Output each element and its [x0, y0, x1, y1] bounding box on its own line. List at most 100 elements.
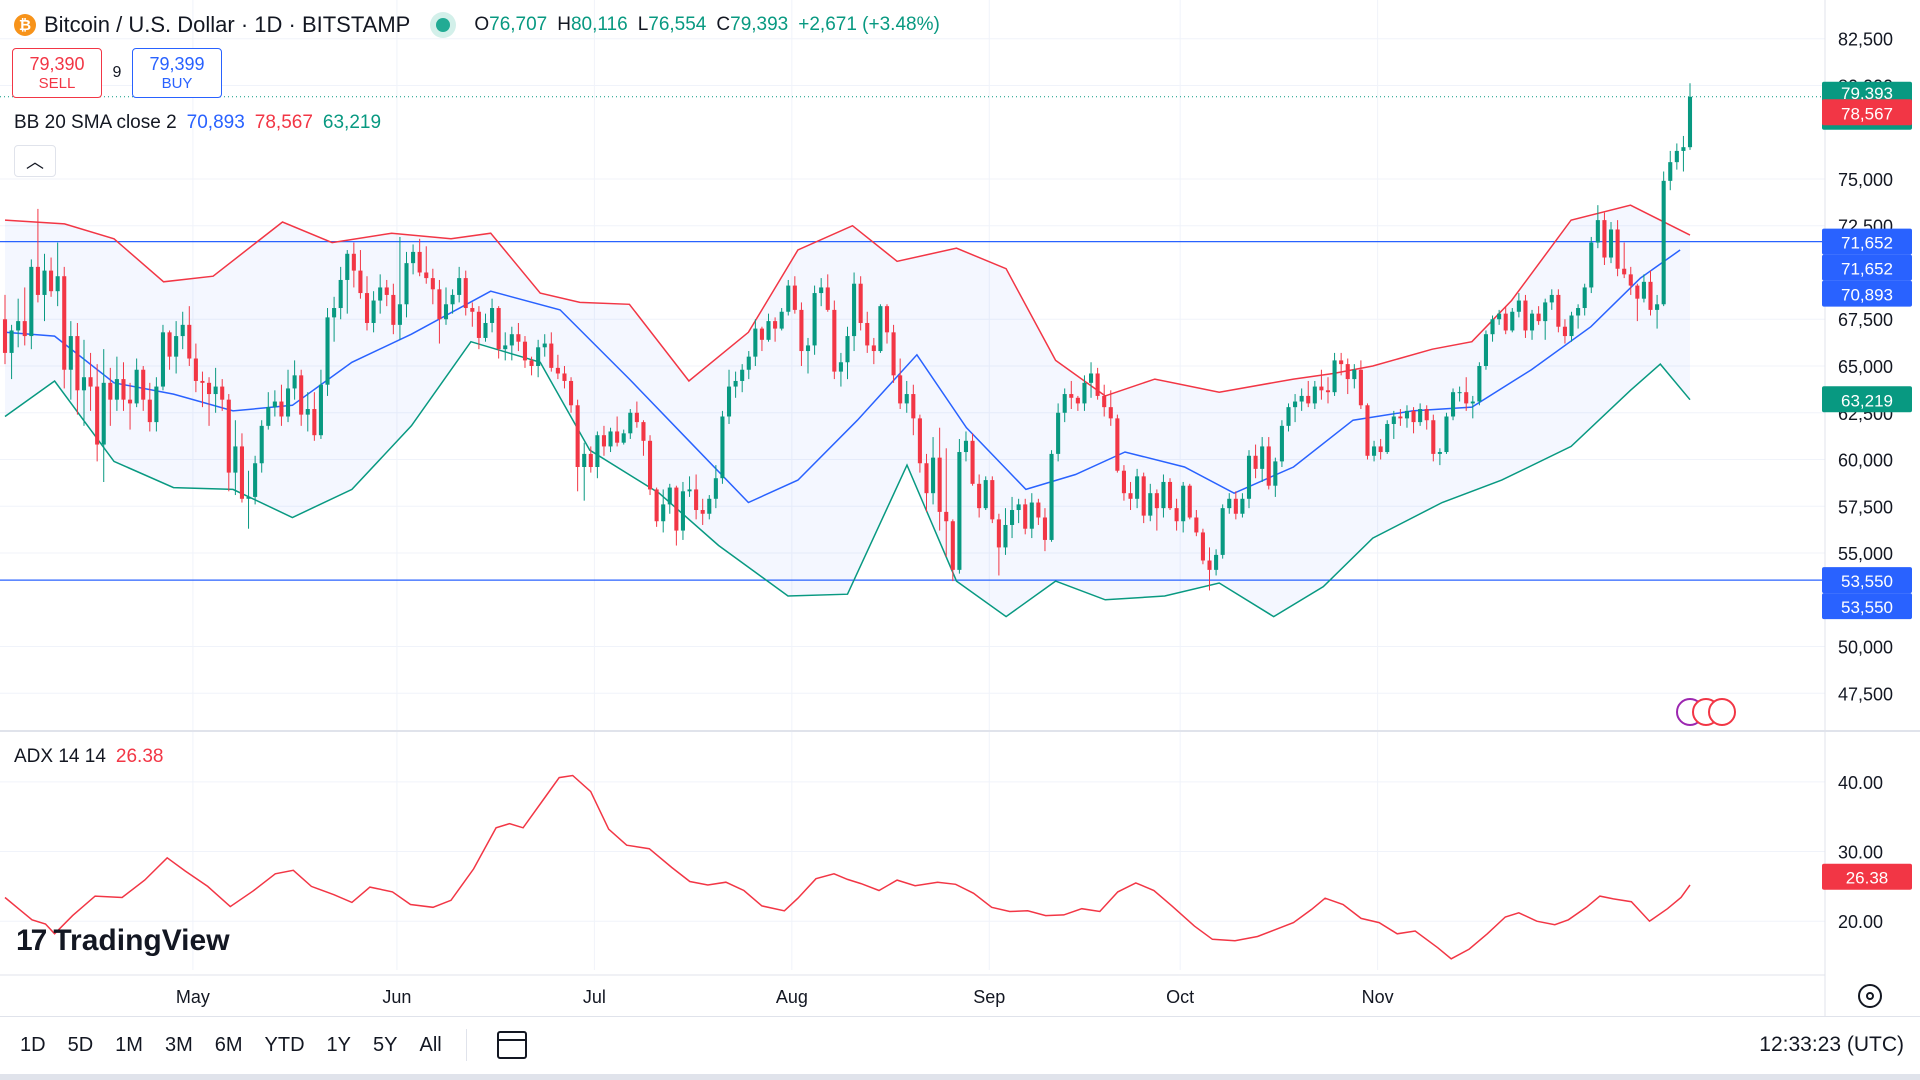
candle [1516, 293, 1521, 318]
candle-body [180, 324, 185, 337]
candle-body [1628, 274, 1633, 286]
candle-body [332, 308, 337, 318]
candle-body [1016, 504, 1021, 511]
candle-body [1332, 360, 1337, 393]
candle [1246, 450, 1252, 509]
candle-body [865, 322, 870, 346]
symbol-title[interactable]: Bitcoin / U.S. Dollar · 1D · BITSTAMP [44, 12, 411, 37]
candle [259, 420, 264, 473]
candle-body [759, 328, 764, 340]
candle [285, 369, 291, 423]
candle [299, 369, 304, 426]
candle-body [700, 510, 705, 514]
candle-body [1121, 470, 1126, 494]
utc-clock[interactable]: 12:33:23 (UTC) [1759, 1033, 1904, 1056]
last-price-tag: 79,393 [1841, 84, 1893, 103]
candle [1437, 448, 1442, 466]
toolbar-divider [465, 1029, 467, 1061]
candle-body [1444, 416, 1449, 453]
events-icon[interactable] [1676, 698, 1736, 726]
candle [569, 377, 574, 413]
month-tick-label: Nov [1362, 987, 1394, 1007]
candle-body [1437, 452, 1442, 454]
candle [1036, 498, 1041, 525]
candle-body [1266, 446, 1271, 486]
calendar-icon[interactable] [496, 1031, 527, 1059]
candle-body [22, 321, 27, 337]
candle-body [509, 334, 514, 346]
sell-button[interactable]: 79,390 SELL [12, 48, 102, 98]
candle [503, 332, 508, 361]
range-button-1y[interactable]: 1Y [326, 1033, 352, 1056]
candle [55, 242, 60, 307]
settings-gear-icon[interactable] [1858, 984, 1882, 1008]
range-button-ytd[interactable]: YTD [264, 1033, 305, 1056]
candle-body [35, 266, 40, 295]
candle [1365, 403, 1370, 460]
candle-body [233, 446, 238, 473]
candle [608, 427, 613, 453]
candle [1181, 481, 1186, 533]
candle [891, 324, 896, 383]
candle [582, 442, 587, 501]
candle-body [187, 324, 192, 359]
range-button-1m[interactable]: 1M [115, 1033, 143, 1056]
candle-body [378, 287, 383, 301]
candle-body [641, 422, 646, 441]
candle [384, 279, 389, 307]
adx-legend[interactable]: ADX 14 14 26.38 [14, 746, 164, 767]
range-button-all[interactable]: All [419, 1033, 442, 1056]
candle [536, 339, 541, 378]
candle-body [430, 278, 435, 290]
candle [279, 384, 284, 426]
candle-body [805, 345, 811, 352]
candle [753, 319, 758, 366]
candle-body [608, 431, 613, 447]
range-button-5d[interactable]: 5D [67, 1033, 94, 1056]
collapse-legend-button[interactable]: ︿ [14, 145, 56, 177]
candle-body [582, 453, 587, 467]
candle-body [911, 394, 916, 419]
candle [1108, 390, 1113, 426]
range-button-3m[interactable]: 3M [164, 1033, 193, 1056]
candle [832, 300, 837, 380]
buy-button[interactable]: 79,399 BUY [132, 48, 222, 98]
candle [1391, 410, 1396, 439]
bb-legend[interactable]: BB 20 SMA close 2 70,893 78,567 63,219 [14, 112, 382, 133]
candle-body [213, 386, 218, 395]
candle [542, 334, 547, 357]
candle-body [779, 311, 784, 329]
candle [667, 483, 672, 514]
candle-body [1240, 498, 1245, 514]
price-tick-label: 55,000 [1838, 544, 1893, 564]
tradingview-logo-icon: 17 [16, 924, 47, 957]
candle [1253, 444, 1258, 479]
chart-header: ₿ Bitcoin / U.S. Dollar · 1D · BITSTAMP … [0, 8, 940, 42]
candle [1510, 308, 1515, 333]
candle-body [200, 380, 205, 383]
range-button-1d[interactable]: 1D [20, 1033, 46, 1056]
candle-body [766, 321, 771, 340]
candle [1549, 289, 1554, 310]
range-button-5y[interactable]: 5Y [373, 1033, 398, 1056]
candle [700, 498, 705, 525]
candle-body [338, 279, 343, 309]
candle-body [1148, 493, 1153, 516]
candle-body [397, 304, 402, 325]
candle [1464, 377, 1469, 411]
candle [628, 409, 633, 439]
candle [193, 343, 198, 393]
candle-body [1042, 517, 1048, 540]
candle [1023, 498, 1028, 535]
candle [1010, 496, 1015, 539]
price-tick-label: 60,000 [1838, 451, 1893, 471]
bollinger-bands [4, 204, 1691, 618]
range-button-6m[interactable]: 6M [214, 1033, 243, 1056]
candle [1411, 407, 1416, 434]
candle-body [1418, 409, 1423, 423]
candle-body [1635, 285, 1640, 299]
candle [450, 289, 455, 314]
candle [1332, 352, 1337, 396]
candle [1339, 352, 1344, 376]
